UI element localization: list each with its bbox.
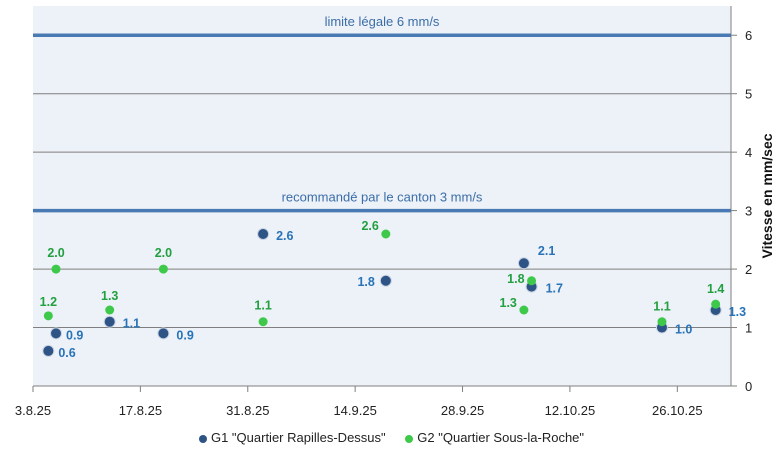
legend-marker-g1 [198,434,207,443]
data-label-g2: 2.0 [47,246,64,260]
data-label-g1: 2.1 [538,244,555,258]
reference-line-label: limite légale 6 mm/s [325,14,440,29]
data-point-g1 [517,257,530,270]
data-point-g2 [527,276,537,286]
data-label-g1: 2.6 [276,229,293,243]
legend: G1 "Quartier Rapilles-Dessus" G2 "Quarti… [0,430,783,445]
data-label-g1: 1.0 [675,323,692,337]
legend-marker-g2 [405,434,414,443]
data-label-g1: 0.9 [176,328,193,342]
y-tick-label: 5 [745,87,752,102]
data-point-g2 [258,317,268,327]
data-label-g2: 1.8 [507,272,524,286]
data-point-g2 [105,305,115,315]
data-label-g2: 1.1 [254,299,271,313]
y-tick-label: 3 [745,204,752,219]
legend-item-g1: G1 "Quartier Rapilles-Dessus" [198,430,386,445]
legend-label-g1: G1 "Quartier Rapilles-Dessus" [210,430,386,445]
data-label-g1: 0.9 [66,328,83,342]
data-point-g1 [50,327,63,340]
plot-area [33,6,731,386]
x-tick-label: 26.10.25 [652,403,703,418]
data-point-g2 [711,299,721,309]
y-tick-label: 1 [745,321,752,336]
data-point-g2 [43,311,53,321]
data-label-g1: 1.3 [729,305,746,319]
y-tick-label: 2 [745,262,752,277]
data-point-g2 [51,264,61,274]
data-label-g1: 1.8 [357,275,374,289]
data-label-g2: 1.1 [653,300,670,314]
data-point-g2 [381,229,391,239]
reference-line-label: recommandé par le canton 3 mm/s [282,190,483,205]
data-point-g1 [103,315,116,328]
data-point-g2 [657,317,667,327]
legend-label-g2: G2 "Quartier Sous-la-Roche" [417,430,585,445]
data-point-g1 [157,327,170,340]
data-label-g2: 1.2 [40,295,57,309]
legend-item-g2: G2 "Quartier Sous-la-Roche" [405,430,584,445]
data-label-g2: 2.6 [361,219,378,233]
data-point-g1 [42,344,55,357]
data-label-g2: 1.4 [707,282,724,296]
data-label-g2: 2.0 [155,246,172,260]
x-tick-label: 17.8.25 [119,403,162,418]
data-label-g2: 1.3 [500,296,517,310]
x-tick-label: 31.8.25 [226,403,269,418]
x-tick-label: 3.8.25 [15,403,51,418]
data-point-g1 [257,228,270,240]
y-tick-label: 6 [745,28,752,43]
x-tick-label: 28.9.25 [441,403,484,418]
data-point-g1 [379,274,392,287]
x-tick-label: 14.9.25 [333,403,376,418]
data-point-g2 [519,305,529,315]
scatter-chart: 0 1 2 3 4 5 6 3.8.25 17.8.25 31.8.25 14.9.25 28.9.2… [15,6,775,418]
x-tick-label: 12.10.25 [545,403,596,418]
data-point-g2 [158,264,168,274]
data-label-g1: 1.1 [123,317,140,331]
data-label-g1: 1.7 [546,282,563,296]
y-tick-label: 4 [745,145,752,160]
y-tick-label: 0 [745,379,752,394]
data-label-g1: 0.6 [58,346,75,360]
data-label-g2: 1.3 [101,289,118,303]
y-axis-label: Vitesse en mm/sec [759,133,775,258]
